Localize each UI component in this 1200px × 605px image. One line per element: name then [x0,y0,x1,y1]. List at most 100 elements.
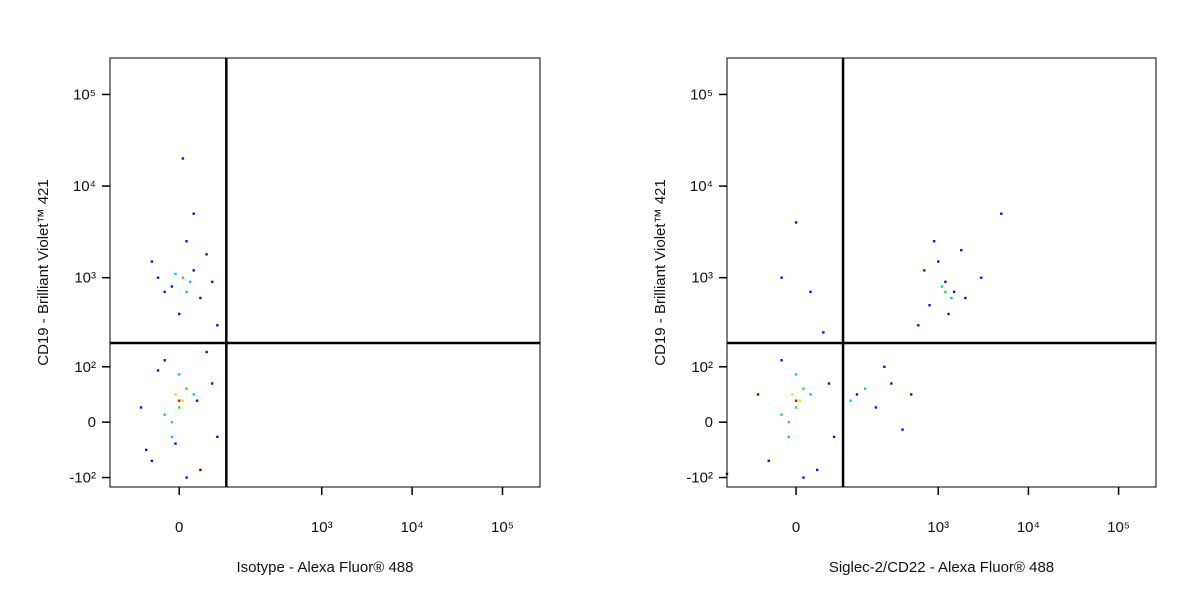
event-dot [174,393,177,396]
event-dot [185,476,188,479]
event-dot [170,420,174,424]
event-dot [791,393,794,396]
x-tick-label: 10⁴ [401,519,424,536]
x-tick-label: 10⁵ [491,519,514,536]
event-dot [181,157,185,160]
event-dot [874,406,878,409]
plot-frame [726,57,1157,488]
event-dot [150,260,154,263]
y-tick-label: 10⁵ [690,86,713,103]
event-dot [944,290,947,294]
x-tick-label: 10⁵ [1107,519,1130,536]
event-dot [917,324,920,327]
event-dot [952,290,956,294]
y-tick-label: -10² [686,470,713,487]
event-dot [199,296,202,300]
y-axis-label: CD19 - Brilliant Violet™ 421 [652,179,669,365]
event-dot [205,350,208,354]
event-dot [145,448,148,452]
event-dot [185,387,188,390]
event-dot [809,290,812,294]
event-dot [156,369,160,372]
event-dot [928,303,931,307]
event-dot [205,253,208,256]
event-dot [139,406,143,409]
event-dot [178,399,181,402]
y-tick-label: -10² [69,470,96,487]
event-dot [809,393,812,396]
event-dot [188,280,192,284]
event-dot [787,435,790,439]
event-dot [192,269,195,272]
event-dot [178,406,181,409]
event-dot [960,248,963,252]
event-dot [798,399,801,402]
event-dot [192,393,195,396]
y-tick-label: 10³ [74,270,96,287]
event-dot [950,296,953,300]
event-dot [174,442,177,445]
event-dot [178,373,181,376]
plot: 0 10³ 10⁴ 10⁵ -10² 0 10² 10³ 10⁴ 10⁵ Siglec-2/CD22… [652,57,1157,576]
event-dot [163,290,166,294]
event-dot [178,312,181,316]
x-axis-label: Isotype - Alexa Fluor® 488 [237,559,414,576]
event-dot [890,382,893,385]
event-dot [181,399,185,402]
event-dot [163,413,166,416]
y-tick-label: 10⁴ [690,178,713,195]
event-dot [216,435,219,439]
y-tick-label: 10⁴ [73,178,96,195]
event-dot [787,420,790,424]
event-dot [802,476,805,479]
event-dot [849,399,852,402]
y-tick-label: 10⁵ [73,86,96,103]
event-dot [832,435,836,439]
event-dot [195,399,199,402]
x-tick-label: 10³ [311,519,333,536]
event-dot [937,260,940,263]
event-dot [964,296,967,300]
y-tick-label: 10² [74,359,96,376]
event-dot [794,399,798,402]
event-dot [794,373,798,376]
event-dot [822,331,825,334]
event-dot [883,365,886,368]
event-dot [192,212,195,215]
event-dot [794,406,798,409]
event-dot [185,240,188,243]
event-dot [150,459,154,463]
event-dot [802,387,805,390]
event-dot [827,382,831,385]
event-dot [794,221,798,224]
event-dot [767,459,770,463]
event-dot [170,285,174,288]
event-dot [181,276,185,279]
event-dot [940,285,944,288]
y-tick-label: 10³ [691,270,713,287]
y-tick-label: 10² [691,359,713,376]
event-dot [174,272,177,276]
event-dot [947,312,950,316]
event-dot [932,240,936,243]
event-dot [756,393,760,396]
event-dot [863,387,867,390]
event-dot [211,382,214,385]
event-dot [211,280,214,284]
event-dot [855,393,859,396]
event-dot [199,468,202,472]
plot: 0 10³ 10⁴ 10⁵ -10² 0 10² 10³ 10⁴ 10⁵ Isotype - Ale… [35,57,541,576]
event-dot [910,393,913,396]
event-dot [944,280,947,284]
y-tick-label: 0 [705,414,713,431]
x-tick-label: 10⁴ [1017,519,1040,536]
event-dot [923,269,926,272]
event-dot [156,276,160,279]
event-dot [901,428,904,431]
event-dot [780,413,783,416]
event-dot [1000,212,1003,215]
event-dot [815,468,819,472]
event-dot [216,324,219,327]
